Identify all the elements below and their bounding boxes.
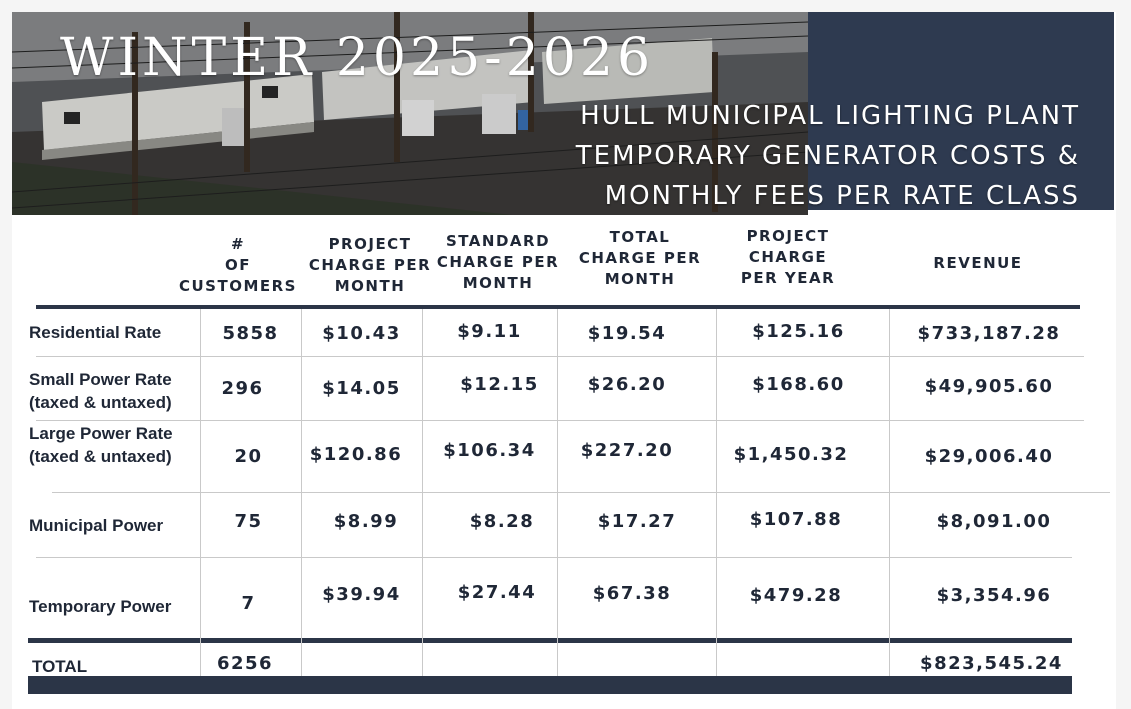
- row-divider: [52, 492, 1110, 493]
- footer-band: [28, 676, 1072, 694]
- customers-cell: 296: [221, 378, 264, 399]
- standard-month-cell: $12.15: [460, 374, 539, 395]
- project-year-cell: $479.28: [749, 585, 843, 606]
- total-month-cell: $26.20: [587, 374, 667, 395]
- customers-cell: 5858: [222, 323, 279, 344]
- header-rule: [36, 305, 1080, 309]
- row-label: Large Power Rate (taxed & untaxed): [29, 424, 173, 466]
- standard-month-cell: $27.44: [457, 582, 537, 603]
- rate-sheet: WINTER 2025-2026 HULL MUNICIPAL LIGHTING…: [12, 12, 1116, 709]
- standard-month-cell: $8.28: [469, 511, 535, 532]
- total-revenue-cell: $823,545.24: [920, 653, 1063, 674]
- project-year-cell: $1,450.32: [733, 444, 849, 465]
- standard-month-cell: $106.34: [443, 440, 536, 461]
- subtitle-line: HULL MUNICIPAL LIGHTING PLANT: [580, 101, 1080, 131]
- total-rule: [28, 638, 1072, 643]
- total-label: TOTAL: [32, 657, 88, 676]
- generator-site-illustration: [12, 12, 808, 215]
- row-label: Temporary Power: [29, 597, 172, 616]
- project-month-cell: $120.86: [309, 444, 403, 465]
- total-month-cell: $227.20: [580, 440, 674, 461]
- project-month-cell: $14.05: [322, 378, 401, 399]
- customers-cell: 7: [241, 593, 256, 614]
- customers-cell: 20: [234, 446, 263, 467]
- generator-site-photo: [12, 12, 808, 215]
- total-month-cell: $17.27: [597, 511, 677, 532]
- revenue-cell: $8,091.00: [936, 511, 1052, 532]
- col-header-project-month: PROJECT CHARGE PER MONTH: [308, 235, 432, 295]
- standard-month-cell: $9.11: [457, 321, 522, 342]
- col-header-customers: # OF CUSTOMERS: [178, 235, 297, 295]
- revenue-cell: $29,006.40: [924, 446, 1054, 467]
- row-divider: [36, 356, 1084, 357]
- col-header-project-year: PROJECT CHARGE PER YEAR: [740, 227, 836, 287]
- row-label: Small Power Rate (taxed & untaxed): [29, 370, 172, 412]
- row-label: Residential Rate: [29, 323, 162, 342]
- col-header-revenue: REVENUE: [933, 254, 1023, 272]
- project-year-cell: $168.60: [752, 374, 845, 395]
- subtitle-line: MONTHLY FEES PER RATE CLASS: [604, 181, 1080, 211]
- row-divider: [36, 557, 1072, 558]
- total-month-cell: $67.38: [592, 583, 672, 604]
- project-month-cell: $8.99: [333, 511, 399, 532]
- project-month-cell: $39.94: [322, 584, 401, 605]
- total-customers-cell: 6256: [216, 653, 274, 674]
- project-year-cell: $125.16: [752, 321, 845, 342]
- revenue-cell: $3,354.96: [936, 585, 1052, 606]
- total-month-cell: $19.54: [587, 323, 667, 344]
- page-subtitle: HULL MUNICIPAL LIGHTING PLANT TEMPORARY …: [480, 96, 1080, 216]
- subtitle-line: TEMPORARY GENERATOR COSTS &: [575, 141, 1080, 171]
- revenue-cell: $733,187.28: [917, 323, 1061, 344]
- customers-cell: 75: [234, 511, 263, 532]
- col-header-total-month: TOTAL CHARGE PER MONTH: [578, 228, 702, 288]
- project-year-cell: $107.88: [749, 509, 843, 530]
- page-title: WINTER 2025-2026: [60, 28, 655, 88]
- row-divider: [36, 420, 1084, 421]
- row-label: Municipal Power: [29, 516, 164, 535]
- project-month-cell: $10.43: [322, 323, 401, 344]
- title-banner: [808, 12, 1114, 210]
- col-header-standard-month: STANDARD CHARGE PER MONTH: [436, 232, 560, 292]
- revenue-cell: $49,905.60: [924, 376, 1054, 397]
